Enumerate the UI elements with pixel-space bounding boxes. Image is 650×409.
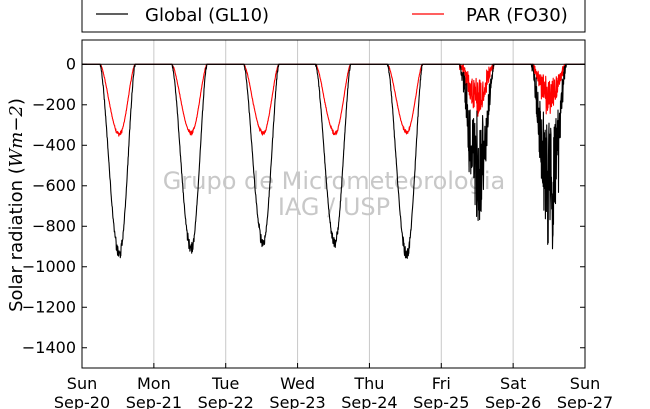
plot-frame bbox=[81, 39, 586, 369]
x-tick-day: Thu bbox=[353, 374, 384, 393]
x-tick-date: Sep-25 bbox=[413, 393, 469, 409]
series-line-global bbox=[82, 63, 585, 259]
x-tick-day: Tue bbox=[211, 374, 239, 393]
watermark-line-1: Grupo de Micrometeorologia bbox=[163, 167, 505, 195]
legend-frame bbox=[81, 0, 586, 33]
x-tick-date: Sep-21 bbox=[126, 393, 182, 409]
y-tick-label: −1400 bbox=[22, 338, 76, 357]
legend-label-par: PAR (FO30) bbox=[466, 5, 568, 26]
y-tick-label: −400 bbox=[32, 135, 76, 154]
grid-lines bbox=[153, 40, 514, 368]
y-axis-title-unit: Wm bbox=[6, 132, 27, 168]
x-tick-day: Sun bbox=[570, 374, 600, 393]
x-tick-day: Sun bbox=[67, 374, 97, 393]
x-tick-day: Sat bbox=[500, 374, 526, 393]
series-layer bbox=[82, 63, 585, 259]
x-tick-date: Sep-23 bbox=[269, 393, 325, 409]
y-axis: 0 −200 −400 −600 −800 −1000 −1200 −1400 bbox=[22, 54, 585, 357]
y-axis-title: Solar radiation (Wm−2) bbox=[6, 98, 27, 312]
x-tick-date: Sep-24 bbox=[341, 393, 397, 409]
x-tick-date: Sep-20 bbox=[54, 393, 110, 409]
y-tick-label: −200 bbox=[32, 95, 76, 114]
x-tick-day: Wed bbox=[280, 374, 315, 393]
y-tick-label: −1200 bbox=[22, 297, 76, 316]
x-tick-date: Sep-27 bbox=[557, 393, 613, 409]
y-tick-label: −1000 bbox=[22, 257, 76, 276]
y-tick-label: −800 bbox=[32, 216, 76, 235]
series-line-par bbox=[82, 63, 585, 137]
y-tick-label: 0 bbox=[66, 54, 76, 73]
x-tick-day: Fri bbox=[432, 374, 451, 393]
x-tick-date: Sep-22 bbox=[198, 393, 254, 409]
y-axis-title-suffix: ) bbox=[6, 98, 27, 105]
legend-label-global: Global (GL10) bbox=[145, 5, 269, 26]
y-axis-title-exp: −2 bbox=[6, 105, 27, 132]
y-axis-title-prefix: Solar radiation ( bbox=[6, 167, 27, 312]
x-tick-day: Mon bbox=[137, 374, 171, 393]
y-tick-label: −600 bbox=[32, 176, 76, 195]
x-tick-date: Sep-26 bbox=[485, 393, 541, 409]
watermark-line-2: IAG / USP bbox=[278, 193, 390, 221]
legend: Global (GL10) PAR (FO30) bbox=[81, 0, 586, 33]
x-axis: SunSep-20MonSep-21TueSep-22WedSep-23ThuS… bbox=[54, 363, 613, 409]
watermark: Grupo de Micrometeorologia IAG / USP bbox=[163, 167, 505, 221]
